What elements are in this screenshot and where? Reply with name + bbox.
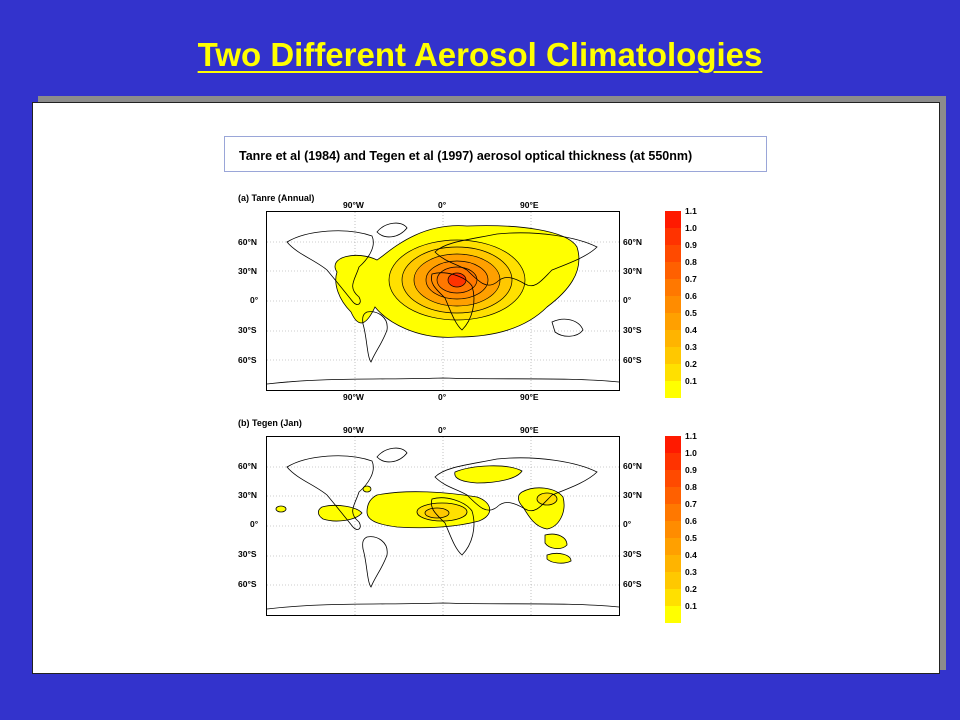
lat-tick-left-a-5: 60°S — [238, 355, 257, 365]
colorbar-a-label-9: 0.3 — [685, 342, 697, 352]
lat-tick-right-a-1: 60°N — [623, 237, 642, 247]
lat-tick-left-a-1: 60°N — [238, 237, 257, 247]
colorbar-a-swatch-6 — [665, 296, 681, 313]
colorbar-a-label-5: 0.7 — [685, 274, 697, 284]
colorbar-a-swatch-9 — [665, 347, 681, 364]
lat-tick-right-a-5: 60°S — [623, 355, 642, 365]
aerosol-field-a — [334, 225, 580, 338]
colorbar-b-swatch-8 — [665, 555, 681, 572]
lon-tick-top-a-3: 90°E — [520, 200, 539, 210]
lon-tick-bottom-a-2: 0° — [438, 392, 447, 402]
colorbar-b-swatch-9 — [665, 572, 681, 589]
aerosol-field-b — [275, 465, 572, 564]
lat-tick-left-b-5: 60°S — [238, 579, 257, 589]
coastlines-a — [267, 222, 619, 385]
colorbar-a-label-10: 0.2 — [685, 359, 697, 369]
lat-tick-left-b-3: 0° — [250, 519, 259, 529]
colorbar-a-swatch-8 — [665, 330, 681, 347]
colorbar-a-swatch-1 — [665, 211, 681, 228]
colorbar-b-swatch-11 — [665, 606, 681, 623]
map-a — [266, 211, 620, 391]
colorbar-a-label-2: 1.0 — [685, 223, 697, 233]
panel-b-label: (b) Tegen (Jan) — [238, 418, 302, 428]
colorbar-a-label-7: 0.5 — [685, 308, 697, 318]
lon-tick-top-b-1: 90°W — [343, 425, 364, 435]
colorbar-b-swatch-2 — [665, 453, 681, 470]
lat-tick-right-a-3: 0° — [623, 295, 632, 305]
lat-tick-right-b-3: 0° — [623, 519, 632, 529]
colorbar-a-label-3: 0.9 — [685, 240, 697, 250]
colorbar-b-label-5: 0.7 — [685, 499, 697, 509]
lon-tick-top-a-1: 90°W — [343, 200, 364, 210]
colorbar-b-label-10: 0.2 — [685, 584, 697, 594]
lat-tick-right-b-1: 60°N — [623, 461, 642, 471]
lon-tick-bottom-a-3: 90°E — [520, 392, 539, 402]
colorbar-a-label-4: 0.8 — [685, 257, 697, 267]
map-b — [266, 436, 620, 616]
lon-tick-top-b-3: 90°E — [520, 425, 539, 435]
lat-tick-left-b-1: 60°N — [238, 461, 257, 471]
colorbar-a-label-11: 0.1 — [685, 376, 697, 386]
colorbar-b-swatch-10 — [665, 589, 681, 606]
colorbar-b-label-3: 0.9 — [685, 465, 697, 475]
colorbar-a-swatch-5 — [665, 279, 681, 296]
figure-header: Tanre et al (1984) and Tegen et al (1997… — [224, 136, 767, 172]
colorbar-b-label-2: 1.0 — [685, 448, 697, 458]
lat-tick-right-b-4: 30°S — [623, 549, 642, 559]
colorbar-b-label-9: 0.3 — [685, 567, 697, 577]
colorbar-b-swatch-3 — [665, 470, 681, 487]
colorbar-a-label-8: 0.4 — [685, 325, 697, 335]
colorbar-b-swatch-1 — [665, 436, 681, 453]
colorbar-a-swatch-11 — [665, 381, 681, 398]
colorbar-a-swatch-7 — [665, 313, 681, 330]
colorbar-b-label-8: 0.4 — [685, 550, 697, 560]
panel-a-label: (a) Tanre (Annual) — [238, 193, 315, 203]
colorbar-b-label-11: 0.1 — [685, 601, 697, 611]
lon-tick-top-b-2: 0° — [438, 425, 447, 435]
coastlines-b — [267, 447, 619, 610]
lon-tick-bottom-a-1: 90°W — [343, 392, 364, 402]
colorbar-b-swatch-5 — [665, 504, 681, 521]
lat-tick-left-b-4: 30°S — [238, 549, 257, 559]
lat-tick-left-a-2: 30°N — [238, 266, 257, 276]
colorbar-b-label-4: 0.8 — [685, 482, 697, 492]
colorbar-b-label-1: 1.1 — [685, 431, 697, 441]
colorbar-b-swatch-6 — [665, 521, 681, 538]
colorbar-a-label-6: 0.6 — [685, 291, 697, 301]
colorbar-a-swatch-2 — [665, 228, 681, 245]
colorbar-b-swatch-4 — [665, 487, 681, 504]
colorbar-a-swatch-4 — [665, 262, 681, 279]
colorbar-b-swatch-7 — [665, 538, 681, 555]
lat-tick-left-a-4: 30°S — [238, 325, 257, 335]
lat-tick-right-a-4: 30°S — [623, 325, 642, 335]
lat-tick-left-a-3: 0° — [250, 295, 259, 305]
colorbar-a-swatch-3 — [665, 245, 681, 262]
lon-tick-top-a-2: 0° — [438, 200, 447, 210]
lat-tick-right-b-2: 30°N — [623, 490, 642, 500]
slide-title: Two Different Aerosol Climatologies — [197, 36, 763, 73]
lat-tick-right-a-2: 30°N — [623, 266, 642, 276]
colorbar-b-label-6: 0.6 — [685, 516, 697, 526]
colorbar-b-label-7: 0.5 — [685, 533, 697, 543]
colorbar-a-swatch-10 — [665, 364, 681, 381]
lat-tick-right-b-5: 60°S — [623, 579, 642, 589]
colorbar-a-label-1: 1.1 — [685, 206, 697, 216]
lat-tick-left-b-2: 30°N — [238, 490, 257, 500]
